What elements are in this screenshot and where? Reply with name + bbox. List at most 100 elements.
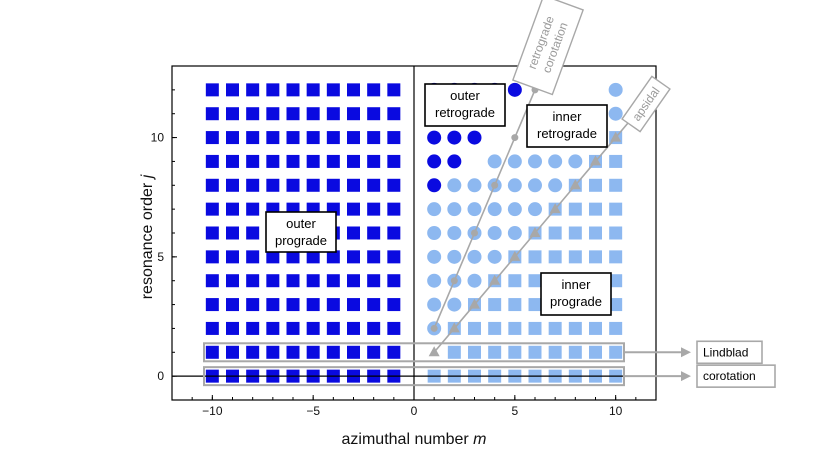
- square-marker: [205, 178, 219, 192]
- square-marker: [266, 274, 280, 288]
- y-axis-label-text: resonance order: [139, 182, 156, 299]
- square-marker: [266, 321, 280, 335]
- square-marker: [306, 178, 320, 192]
- y-axis-label: resonance order j: [139, 174, 156, 299]
- circle-marker: [507, 202, 522, 217]
- square-marker: [367, 274, 381, 288]
- square-marker: [286, 178, 300, 192]
- square-marker: [286, 154, 300, 168]
- square-marker: [387, 274, 401, 288]
- square-marker: [387, 131, 401, 145]
- square-marker: [609, 250, 623, 264]
- square-marker: [488, 321, 502, 335]
- circle-marker: [528, 178, 542, 193]
- square-marker: [609, 345, 623, 359]
- square-marker: [367, 178, 381, 192]
- square-marker: [205, 274, 219, 288]
- row-label-text: corotation: [703, 369, 756, 383]
- circle-marker: [507, 154, 522, 169]
- square-marker: [387, 298, 401, 312]
- gray-line-label: apsidal: [621, 75, 671, 133]
- square-marker: [447, 345, 461, 359]
- square-marker: [266, 154, 280, 168]
- circle-marker: [467, 249, 482, 264]
- square-marker: [266, 83, 280, 97]
- square-marker: [347, 83, 360, 97]
- region-label-text: inner: [553, 109, 583, 124]
- square-marker: [347, 226, 360, 240]
- line-triangle-marker: [569, 179, 581, 190]
- region-label-box: [265, 211, 337, 253]
- square-marker: [609, 274, 623, 288]
- square-marker: [205, 226, 219, 240]
- circle-marker: [427, 178, 442, 193]
- square-marker: [246, 202, 260, 216]
- square-marker: [326, 321, 340, 335]
- region-label-text: outer: [286, 216, 316, 231]
- circle-marker: [568, 154, 583, 169]
- square-marker: [387, 202, 401, 216]
- square-marker: [568, 321, 582, 335]
- gray-label-box: [511, 0, 585, 96]
- square-marker: [548, 226, 562, 240]
- square-marker: [347, 154, 360, 168]
- square-marker: [589, 345, 602, 359]
- square-marker: [367, 321, 381, 335]
- square-marker: [387, 83, 401, 97]
- square-marker: [205, 321, 219, 335]
- region-label-box: [526, 104, 608, 148]
- square-marker: [367, 345, 381, 359]
- square-marker: [226, 298, 239, 312]
- x-tick-label: 10: [609, 404, 623, 418]
- square-marker: [286, 131, 300, 145]
- square-marker: [367, 83, 381, 97]
- square-marker: [306, 345, 320, 359]
- line-circle-marker: [511, 134, 519, 142]
- region-label-text: outer: [450, 88, 480, 103]
- square-marker: [306, 107, 320, 121]
- square-marker: [205, 202, 219, 216]
- square-marker: [367, 154, 381, 168]
- square-marker: [568, 345, 582, 359]
- circle-marker: [507, 82, 522, 97]
- square-marker: [528, 345, 542, 359]
- line-triangle-marker: [509, 250, 521, 261]
- line-triangle-marker: [489, 274, 501, 285]
- square-marker: [226, 345, 239, 359]
- square-marker: [205, 298, 219, 312]
- square-marker: [387, 178, 401, 192]
- circle-marker: [447, 202, 462, 217]
- circle-marker: [528, 202, 542, 217]
- square-marker: [488, 345, 502, 359]
- circle-marker: [427, 249, 442, 264]
- x-tick-label: 0: [411, 404, 418, 418]
- circle-marker: [487, 226, 502, 240]
- x-axis-symbol: m: [473, 431, 486, 448]
- region-label-text: retrograde: [435, 105, 495, 120]
- square-marker: [326, 131, 340, 145]
- square-marker: [246, 345, 260, 359]
- square-marker: [387, 154, 401, 168]
- circle-marker: [447, 226, 462, 240]
- square-marker: [306, 131, 320, 145]
- square-marker: [387, 107, 401, 121]
- square-marker: [609, 298, 623, 312]
- line-circle-marker: [450, 277, 458, 285]
- square-marker: [205, 345, 219, 359]
- square-marker: [347, 202, 360, 216]
- square-marker: [306, 154, 320, 168]
- square-marker: [266, 345, 280, 359]
- circle-marker: [608, 106, 623, 121]
- line-triangle-marker: [590, 155, 601, 166]
- circle-marker: [487, 202, 502, 217]
- square-marker: [347, 178, 360, 192]
- region-label-text: inner: [562, 277, 592, 292]
- circle-marker: [447, 249, 462, 264]
- square-marker: [266, 131, 280, 145]
- row-arrow-head: [681, 371, 691, 382]
- circle-marker: [447, 154, 462, 169]
- square-marker: [609, 154, 623, 168]
- square-marker: [548, 345, 562, 359]
